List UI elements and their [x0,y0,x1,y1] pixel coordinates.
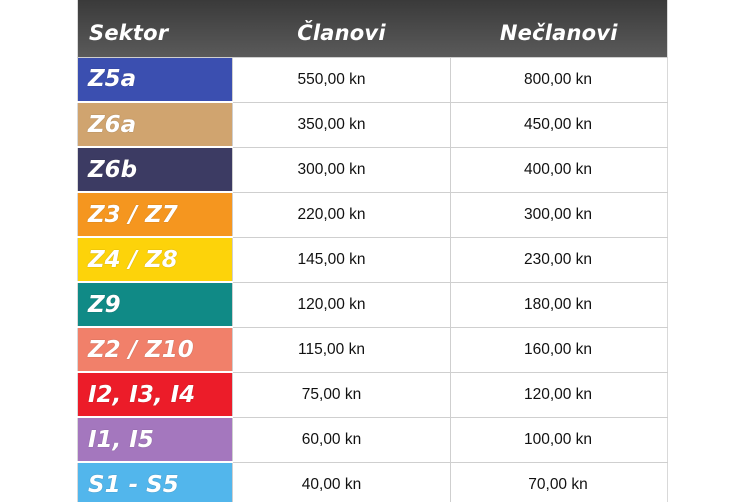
members-price-cell: 300,00 kn [232,147,451,193]
table-header-row: Sektor Članovi Nečlanovi [77,0,668,57]
members-price-cell: 550,00 kn [232,56,451,103]
members-price-cell: 60,00 kn [232,417,451,463]
table-row: S1 - S5 40,00 kn 70,00 kn [77,462,668,502]
table-row: Z6a 350,00 kn 450,00 kn [77,102,668,148]
table-row: I1, I5 60,00 kn 100,00 kn [77,417,668,463]
table-row: Z4 / Z8 145,00 kn 230,00 kn [77,237,668,283]
table-row: Z3 / Z7 220,00 kn 300,00 kn [77,192,668,238]
sector-cell: Z9 [77,282,233,328]
members-price-cell: 145,00 kn [232,237,451,283]
table-row: Z9 120,00 kn 180,00 kn [77,282,668,328]
sector-cell: S1 - S5 [77,462,233,502]
non-members-price-cell: 450,00 kn [450,102,668,148]
members-price-cell: 40,00 kn [232,462,451,502]
table-row: Z5a 550,00 kn 800,00 kn [77,56,668,103]
price-table: Sektor Članovi Nečlanovi Z5a 550,00 kn 8… [77,0,668,502]
members-price-cell: 350,00 kn [232,102,451,148]
sector-cell: Z3 / Z7 [77,192,233,238]
header-members: Članovi [232,0,451,57]
table-row: Z6b 300,00 kn 400,00 kn [77,147,668,193]
table-body: Z5a 550,00 kn 800,00 kn Z6a 350,00 kn 45… [77,56,668,502]
sector-cell: Z6a [77,102,233,148]
non-members-price-cell: 100,00 kn [450,417,668,463]
non-members-price-cell: 400,00 kn [450,147,668,193]
members-price-cell: 220,00 kn [232,192,451,238]
members-price-cell: 120,00 kn [232,282,451,328]
sector-cell: I1, I5 [77,417,233,463]
table-row: Z2 / Z10 115,00 kn 160,00 kn [77,327,668,373]
non-members-price-cell: 300,00 kn [450,192,668,238]
sector-cell: I2, I3, I4 [77,372,233,418]
sector-cell: Z5a [77,56,233,103]
non-members-price-cell: 800,00 kn [450,56,668,103]
members-price-cell: 75,00 kn [232,372,451,418]
members-price-cell: 115,00 kn [232,327,451,373]
sector-cell: Z6b [77,147,233,193]
non-members-price-cell: 230,00 kn [450,237,668,283]
table-row: I2, I3, I4 75,00 kn 120,00 kn [77,372,668,418]
sector-cell: Z4 / Z8 [77,237,233,283]
header-sector: Sektor [77,0,233,57]
non-members-price-cell: 180,00 kn [450,282,668,328]
header-non-members: Nečlanovi [450,0,668,57]
sector-cell: Z2 / Z10 [77,327,233,373]
non-members-price-cell: 70,00 kn [450,462,668,502]
non-members-price-cell: 160,00 kn [450,327,668,373]
non-members-price-cell: 120,00 kn [450,372,668,418]
